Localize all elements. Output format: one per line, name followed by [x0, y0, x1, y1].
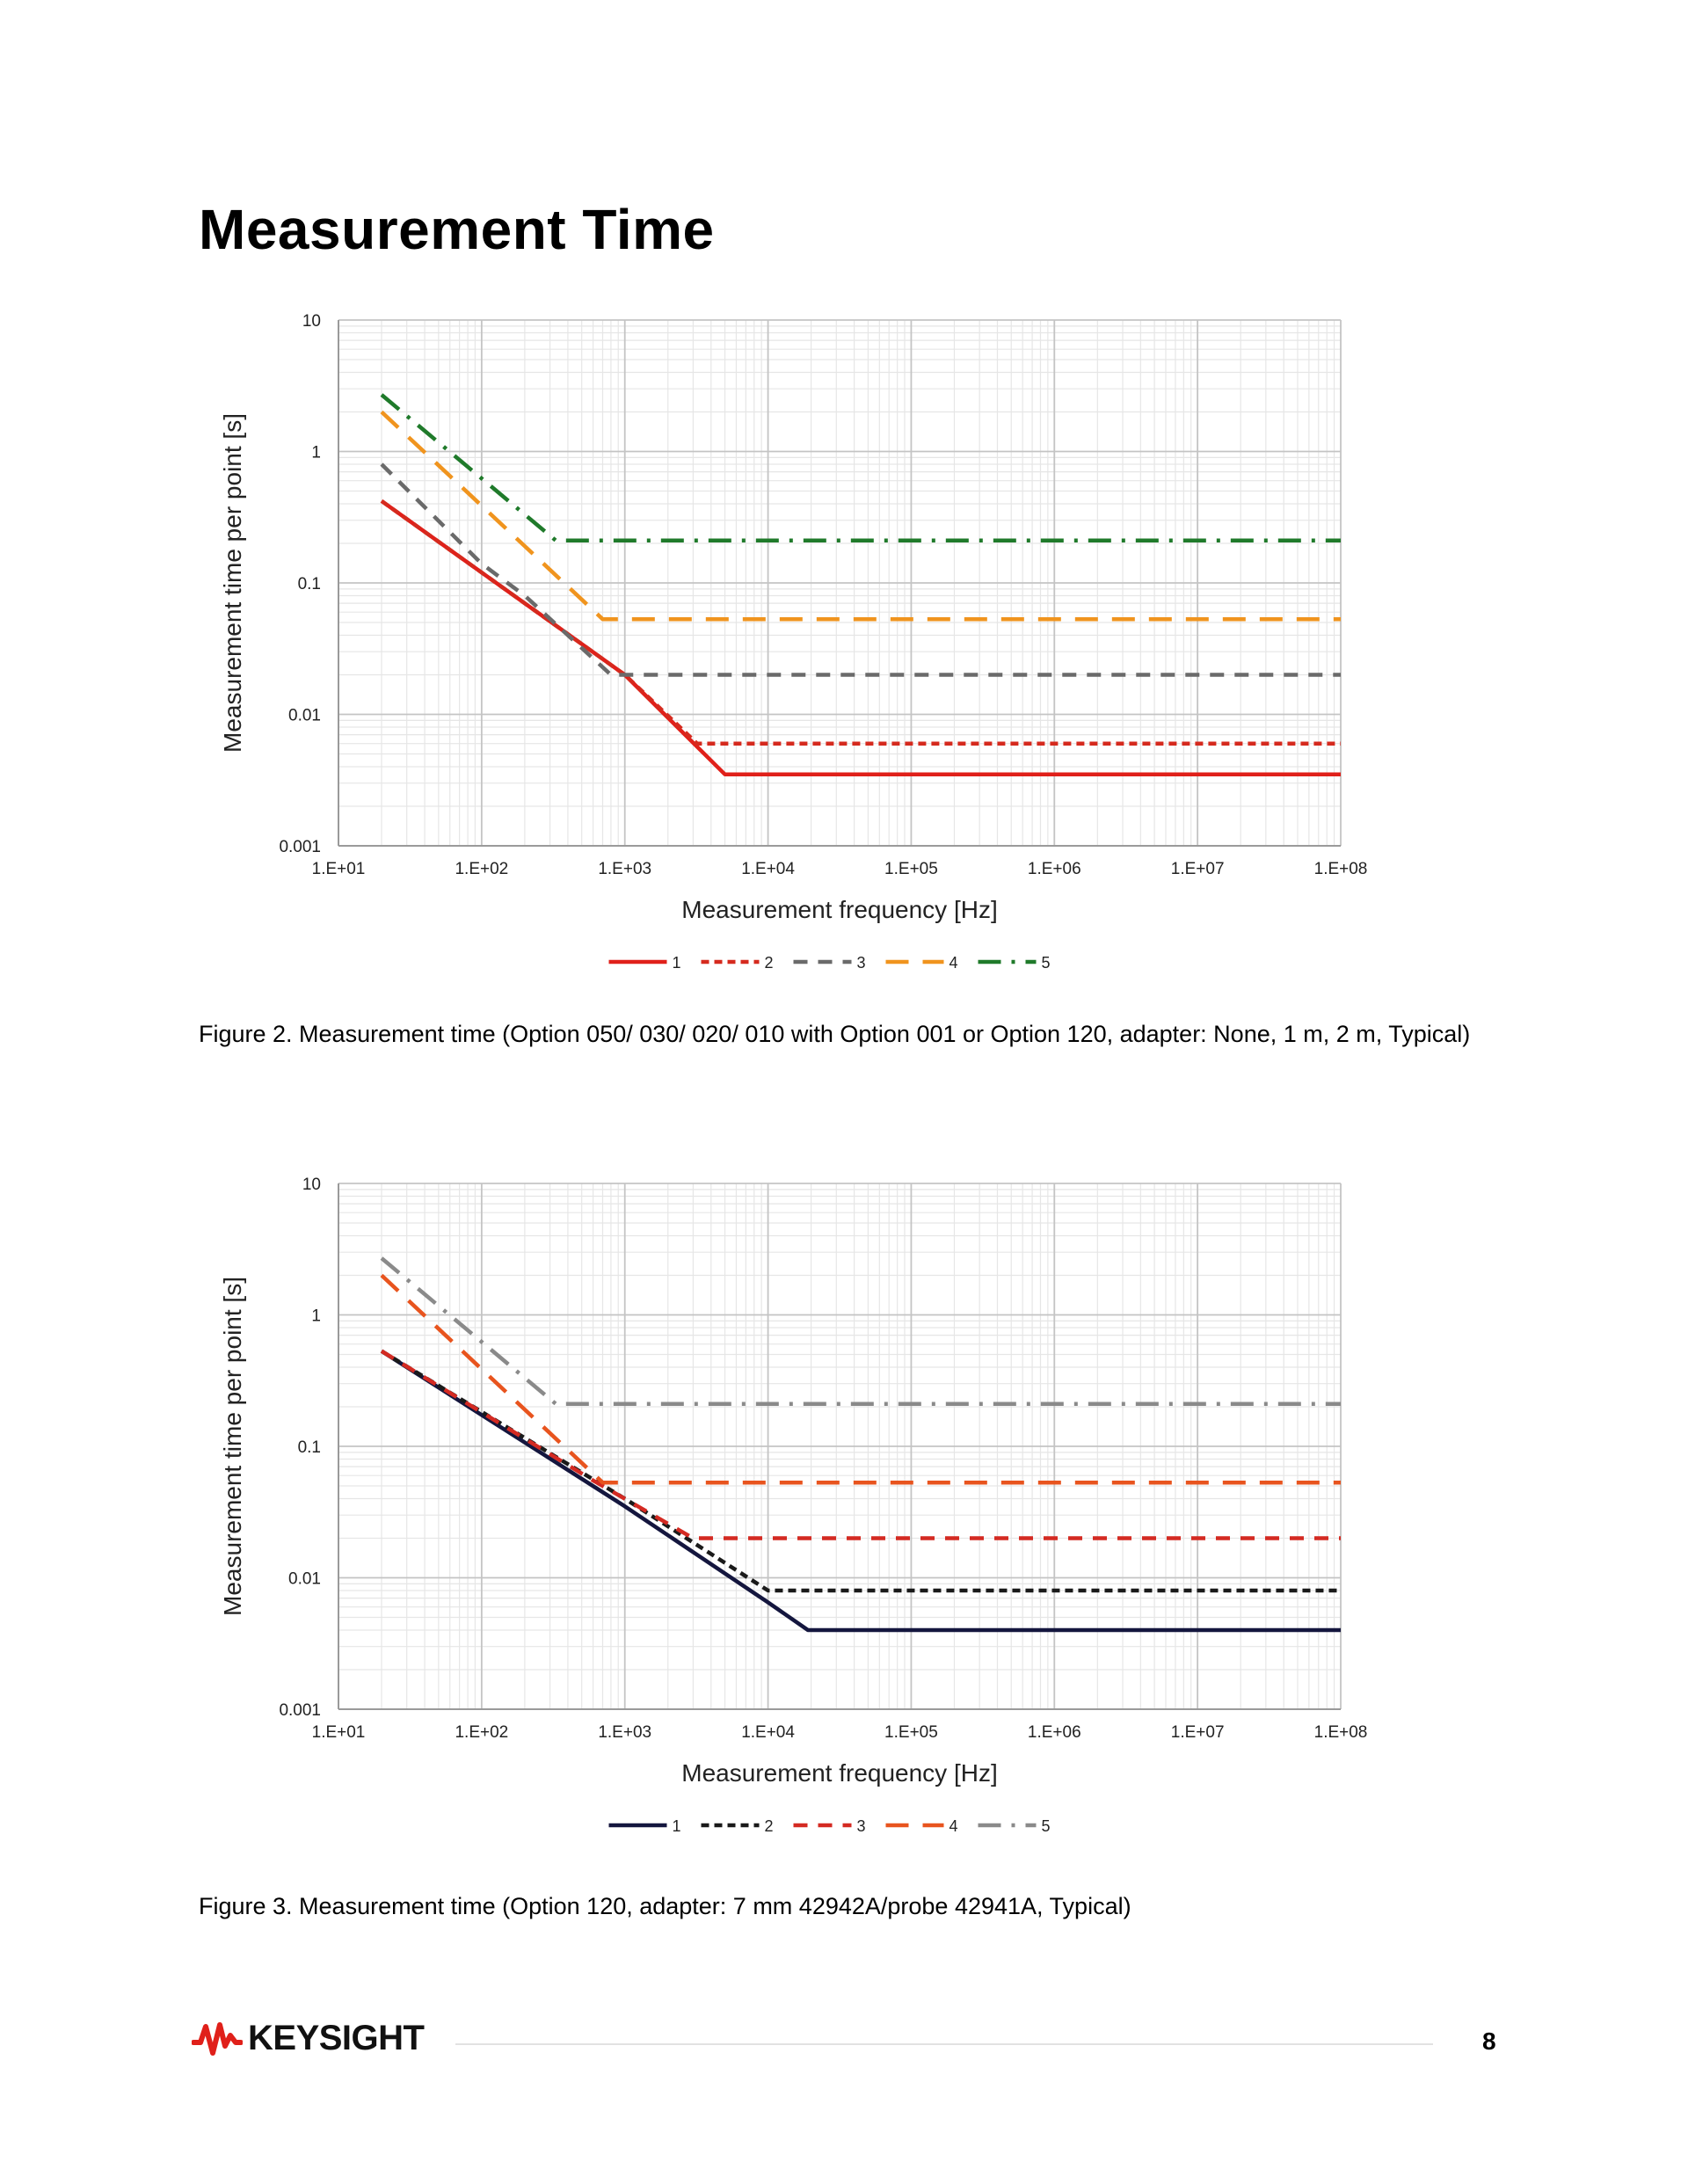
x-tick-label: 1.E+06	[1028, 1723, 1081, 1742]
series-line-4	[380, 410, 1341, 622]
legend-label-1: 1	[673, 1817, 681, 1835]
x-tick-label: 1.E+06	[1028, 860, 1081, 878]
y-tick-label: 0.1	[298, 1438, 321, 1457]
series-line-3	[380, 1349, 1341, 1540]
chart-measurement-time-option120: 1.E+01 1.E+02 1.E+03 1.E+04 1.E+05 1.E+06 1.E+…	[219, 1176, 1368, 1835]
x-tick-label: 1.E+01	[312, 860, 366, 878]
x-tick-label: 1.E+04	[741, 860, 795, 878]
legend-label-5: 5	[1042, 954, 1051, 972]
legend-label-3: 3	[857, 1817, 866, 1835]
legend-label-3: 3	[857, 954, 866, 972]
x-tick-label: 1.E+08	[1314, 860, 1368, 878]
y-tick-label: 0.1	[298, 575, 321, 593]
y-tick-label: 0.001	[279, 838, 321, 856]
figure-2-caption: Figure 2. Measurement time (Option 050/ …	[199, 1021, 1471, 1047]
series-lines	[380, 393, 1341, 776]
legend-label-1: 1	[673, 954, 681, 972]
series-line-2	[380, 499, 1341, 746]
y-tick-label: 1	[311, 444, 321, 462]
x-tick-label: 1.E+02	[455, 860, 508, 878]
y-tick-label: 0.01	[288, 1570, 321, 1589]
legend-label-2: 2	[765, 954, 774, 972]
series-line-1	[380, 1349, 1341, 1633]
x-tick-label: 1.E+04	[741, 1723, 795, 1742]
x-tick-label: 1.E+07	[1171, 860, 1225, 878]
page-number: 8	[1482, 2027, 1496, 2055]
legend: 1 2 3 4 5	[608, 954, 1051, 972]
y-tick-label: 10	[302, 1176, 321, 1194]
x-axis-label: Measurement frequency [Hz]	[681, 1759, 998, 1787]
y-tick-label: 10	[302, 312, 321, 331]
figure-3-caption: Figure 3. Measurement time (Option 120, …	[199, 1893, 1131, 1919]
x-tick-label: 1.E+02	[455, 1723, 508, 1742]
x-tick-label: 1.E+07	[1171, 1723, 1225, 1742]
y-tick-label: 1	[311, 1307, 321, 1326]
y-axis-label: Measurement time per point [s]	[219, 413, 246, 753]
legend: 1 2 3 4 5	[608, 1817, 1051, 1835]
chart-measurement-time-options: 1.E+01 1.E+02 1.E+03 1.E+04 1.E+05 1.E+06 1.E+…	[219, 312, 1368, 972]
grid	[338, 319, 1342, 847]
footer-divider	[455, 2043, 1433, 2045]
series-lines	[380, 1256, 1341, 1633]
series-line-4	[380, 1273, 1341, 1485]
x-tick-label: 1.E+03	[598, 860, 651, 878]
page-title: Measurement Time	[199, 198, 715, 261]
y-tick-label: 0.001	[279, 1701, 321, 1720]
legend-label-2: 2	[765, 1817, 774, 1835]
legend-label-4: 4	[950, 1817, 958, 1835]
x-tick-label: 1.E+05	[884, 860, 938, 878]
y-tick-label: 0.01	[288, 707, 321, 725]
keysight-wave-icon	[192, 2021, 243, 2056]
x-tick-label: 1.E+01	[312, 1723, 366, 1742]
x-tick-label: 1.E+03	[598, 1723, 651, 1742]
series-line-2	[380, 1349, 1341, 1593]
x-tick-label: 1.E+05	[884, 1723, 938, 1742]
legend-label-5: 5	[1042, 1817, 1051, 1835]
brand-wordmark: KEYSIGHT	[248, 2019, 425, 2057]
y-axis-label: Measurement time per point [s]	[219, 1277, 246, 1616]
keysight-logo: KEYSIGHT	[192, 2019, 425, 2058]
series-line-3	[380, 462, 1341, 677]
legend-label-4: 4	[950, 954, 958, 972]
x-axis-label: Measurement frequency [Hz]	[681, 896, 998, 923]
x-tick-label: 1.E+08	[1314, 1723, 1368, 1742]
